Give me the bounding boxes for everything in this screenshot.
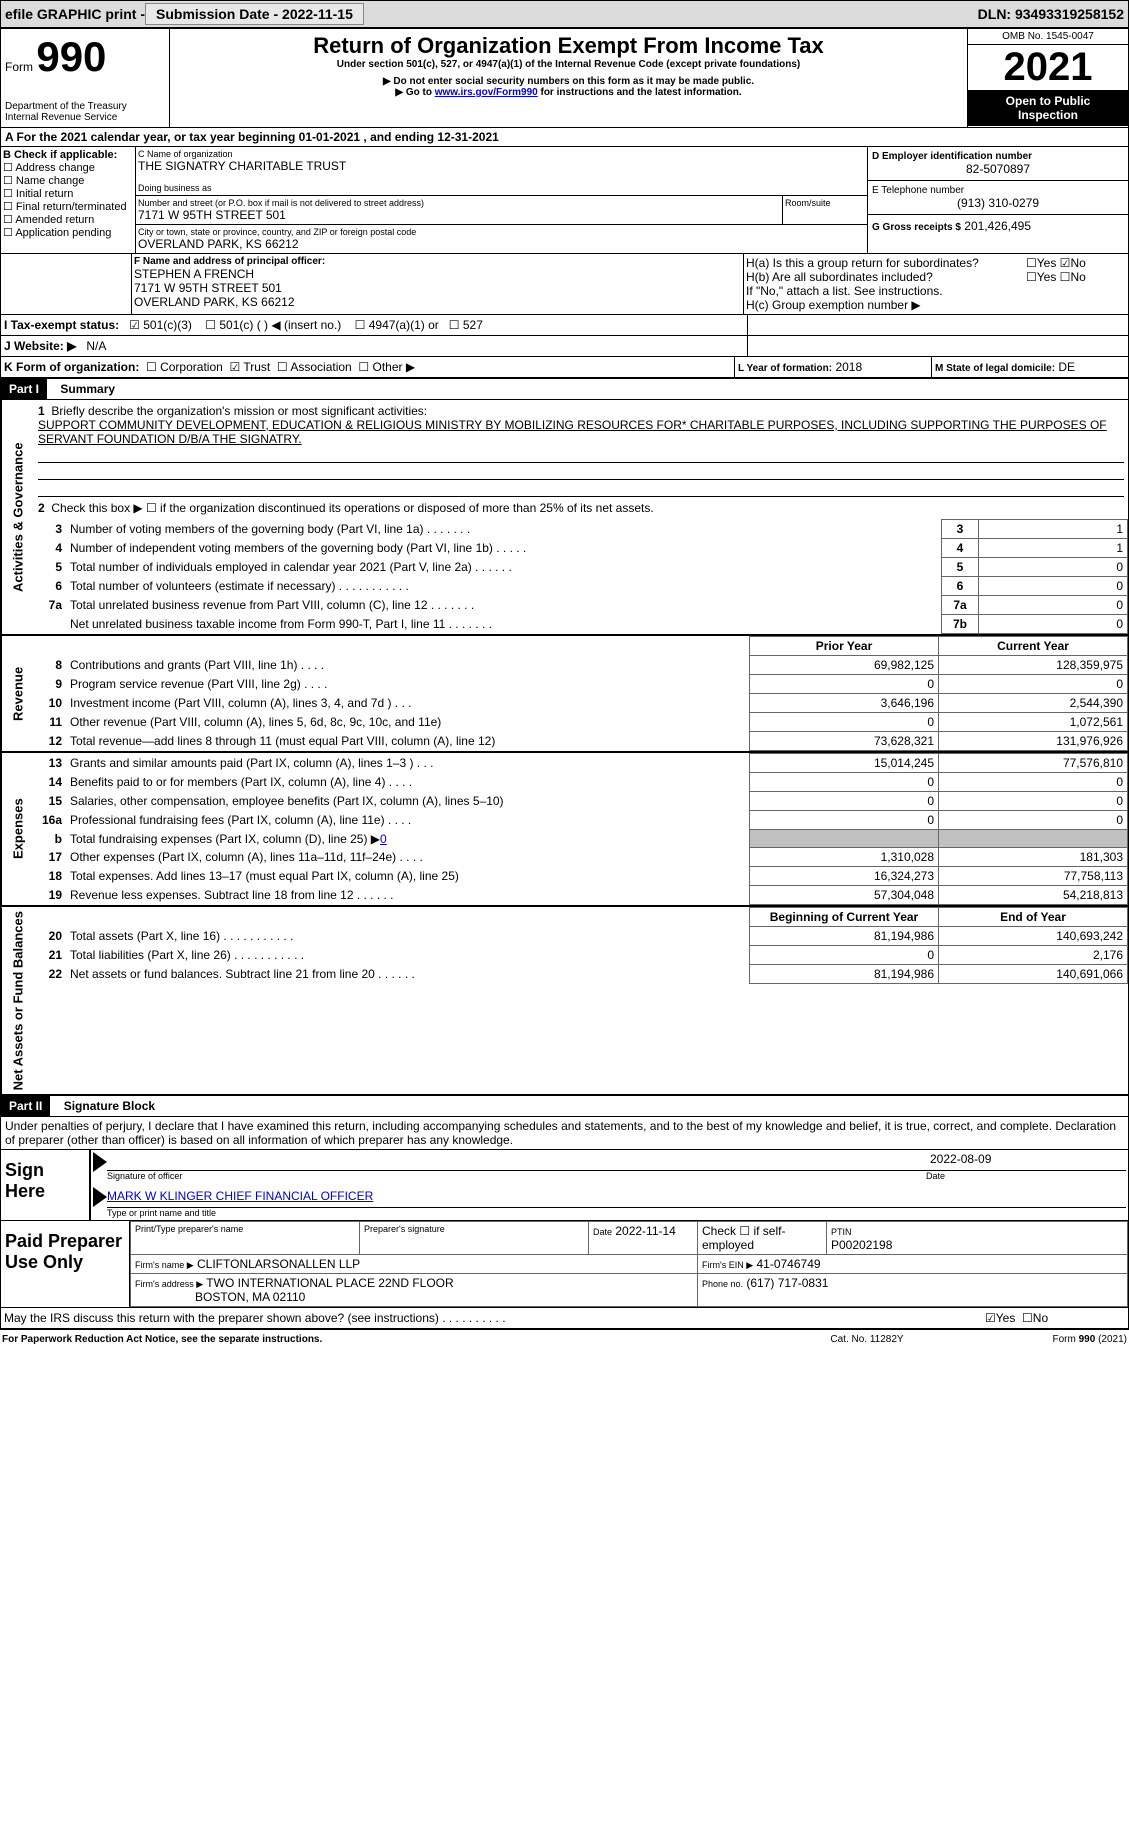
sign-here-label: Sign Here (1, 1150, 89, 1220)
ptin: P00202198 (831, 1238, 892, 1252)
side-revenue: Revenue (1, 636, 34, 751)
summary-top-table: 3Number of voting members of the governi… (34, 519, 1128, 634)
mission-text: SUPPORT COMMUNITY DEVELOPMENT, EDUCATION… (38, 418, 1107, 446)
expenses-table: 13Grants and similar amounts paid (Part … (34, 753, 1128, 905)
dept-treasury: Department of the Treasury (5, 101, 165, 112)
dln-label: DLN: (978, 6, 1011, 22)
box-k: K Form of organization: ☐ Corporation ☑ … (1, 357, 734, 377)
box-h: H(a) Is this a group return for subordin… (743, 254, 1128, 314)
officer-name: MARK W KLINGER CHIEF FINANCIAL OFFICER (107, 1187, 1126, 1208)
form-version: Form 990 (2021) (967, 1334, 1127, 1345)
form-number: 990 (36, 33, 106, 80)
efile-label: efile GRAPHIC print - (5, 6, 145, 22)
state-domicile: DE (1058, 360, 1075, 374)
org-city: OVERLAND PARK, KS 66212 (138, 237, 865, 251)
part1-label: Part I (1, 379, 47, 399)
form-header: Form 990 Department of the Treasury Inte… (0, 28, 1129, 128)
org-name: THE SIGNATRY CHARITABLE TRUST (138, 159, 865, 173)
arrow-icon (93, 1187, 107, 1207)
side-activities: Activities & Governance (1, 400, 34, 634)
open-public-2: Inspection (972, 108, 1124, 122)
submission-date: Submission Date - 2022-11-15 (145, 3, 364, 25)
firm-ein: 41-0746749 (756, 1257, 820, 1271)
paperwork-notice: For Paperwork Reduction Act Notice, see … (2, 1334, 767, 1345)
penalties-text: Under penalties of perjury, I declare th… (0, 1117, 1129, 1149)
box-c: C Name of organization THE SIGNATRY CHAR… (136, 147, 867, 253)
box-f: F Name and address of principal officer:… (132, 254, 743, 314)
discuss-question: May the IRS discuss this return with the… (4, 1311, 985, 1325)
box-b: B Check if applicable: ☐ Address change … (1, 147, 136, 253)
irs-label: Internal Revenue Service (5, 112, 165, 123)
firm-name: CLIFTONLARSONALLEN LLP (197, 1257, 360, 1271)
side-netassets: Net Assets or Fund Balances (1, 907, 34, 1094)
irs-link[interactable]: www.irs.gov/Form990 (435, 87, 538, 98)
form-title: Return of Organization Exempt From Incom… (174, 33, 963, 59)
paid-preparer-label: Paid Preparer Use Only (1, 1221, 129, 1307)
cat-no: Cat. No. 11282Y (767, 1334, 967, 1345)
org-street: 7171 W 95TH STREET 501 (138, 208, 780, 222)
box-i: I Tax-exempt status: ☑ 501(c)(3) ☐ 501(c… (1, 315, 747, 335)
website: N/A (86, 339, 106, 353)
warn-ssn: ▶ Do not enter social security numbers o… (174, 76, 963, 87)
box-d-e-g: D Employer identification number 82-5070… (867, 147, 1128, 253)
box-j: J Website: ▶ N/A (1, 336, 747, 356)
revenue-table: Prior Year Current Year 8Contributions a… (34, 636, 1128, 751)
arrow-icon (93, 1152, 107, 1172)
tax-year: 2021 (968, 45, 1128, 90)
ein: 82-5070897 (872, 162, 1124, 176)
part1-title: Summary (50, 382, 115, 396)
gross-receipts: 201,426,495 (964, 219, 1031, 233)
open-public-1: Open to Public (972, 94, 1124, 108)
form-word: Form (5, 60, 33, 74)
warn-goto: ▶ Go to www.irs.gov/Form990 for instruct… (174, 87, 963, 98)
netassets-table: Beginning of Current Year End of Year 20… (34, 907, 1128, 984)
dln-value: 93493319258152 (1015, 6, 1124, 22)
part2-title: Signature Block (54, 1099, 155, 1113)
prep-phone: (617) 717-0831 (746, 1276, 828, 1290)
phone: (913) 310-0279 (872, 196, 1124, 210)
part2-label: Part II (1, 1096, 50, 1116)
form-subtitle: Under section 501(c), 527, or 4947(a)(1)… (174, 59, 963, 70)
year-formation: 2018 (835, 360, 862, 374)
topbar: efile GRAPHIC print - Submission Date - … (0, 0, 1129, 28)
sig-date: 2022-08-09 (926, 1152, 1126, 1171)
side-expenses: Expenses (1, 753, 34, 905)
line-a: A For the 2021 calendar year, or tax yea… (0, 128, 1129, 147)
omb-number: OMB No. 1545-0047 (968, 29, 1128, 45)
